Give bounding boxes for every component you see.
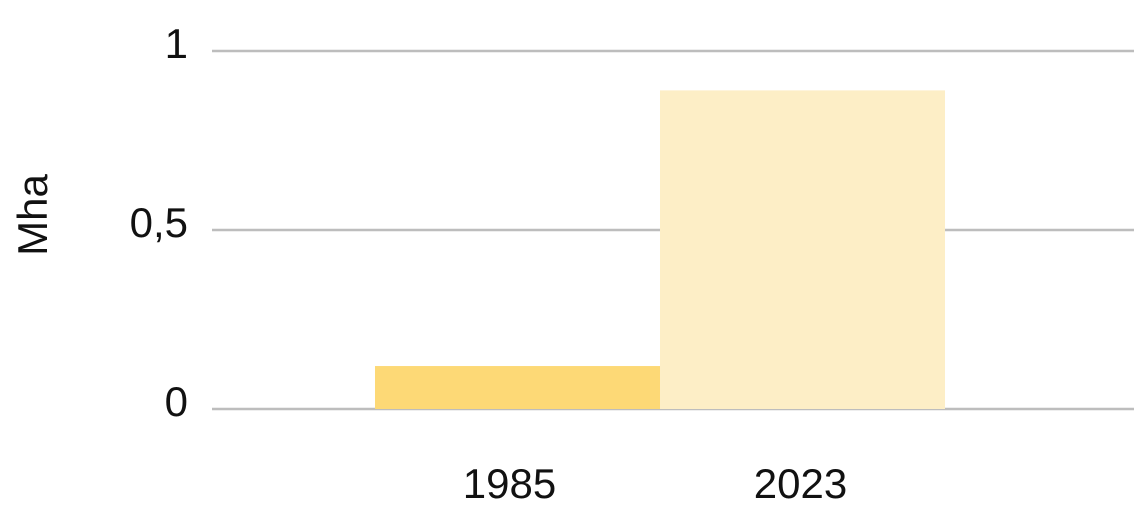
y-tick-label: 0 [165,378,188,425]
bar [375,366,660,409]
x-tick-label: 2023 [754,460,847,507]
x-tick-label: 1985 [463,460,556,507]
y-tick-label: 0,5 [130,199,188,246]
bar [660,90,945,409]
y-tick-label: 1 [165,20,188,67]
y-axis-label: Mha [9,174,56,256]
